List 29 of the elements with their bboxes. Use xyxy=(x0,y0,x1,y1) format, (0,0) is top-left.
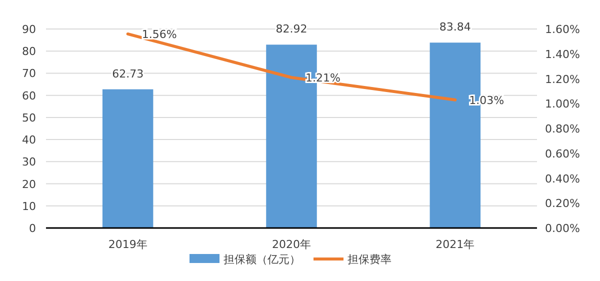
data-label: 1.56% xyxy=(142,28,177,41)
data-label: 82.92 xyxy=(276,22,308,36)
y2-tick-label: 0.00% xyxy=(545,222,580,235)
x-tick-label: 2020年 xyxy=(272,238,311,251)
y-tick-label: 30 xyxy=(22,156,36,169)
y2-tick-label: 0.80% xyxy=(545,122,580,136)
y-tick-label: 60 xyxy=(22,89,36,102)
y-tick-label: 20 xyxy=(22,178,36,191)
y-tick-label: 80 xyxy=(22,45,36,58)
y2-tick-label: 1.60% xyxy=(545,23,580,36)
data-label: 62.73 xyxy=(112,67,144,80)
y2-tick-label: 1.40% xyxy=(545,48,580,61)
y-tick-label: 70 xyxy=(22,67,36,80)
x-tick-label: 2021年 xyxy=(436,238,475,251)
y2-tick-label: 1.00% xyxy=(545,98,580,111)
y-tick-label: 90 xyxy=(22,23,36,36)
y-tick-label: 50 xyxy=(22,111,36,124)
legend-label: 担保额（亿元） xyxy=(224,253,300,266)
y-tick-label: 40 xyxy=(22,134,36,147)
data-label: 83.84 xyxy=(439,20,471,34)
y-tick-label: 0 xyxy=(29,222,36,235)
y2-tick-label: 0.40% xyxy=(545,172,580,186)
y2-tick-label: 0.20% xyxy=(545,197,580,210)
x-tick-label: 2019年 xyxy=(108,238,148,251)
y2-tick-label: 0.60% xyxy=(545,147,580,160)
y-tick-label: 10 xyxy=(22,200,36,213)
legend-label: 担保费率 xyxy=(348,253,392,266)
bar xyxy=(102,89,154,228)
y2-tick-label: 1.20% xyxy=(545,72,580,86)
